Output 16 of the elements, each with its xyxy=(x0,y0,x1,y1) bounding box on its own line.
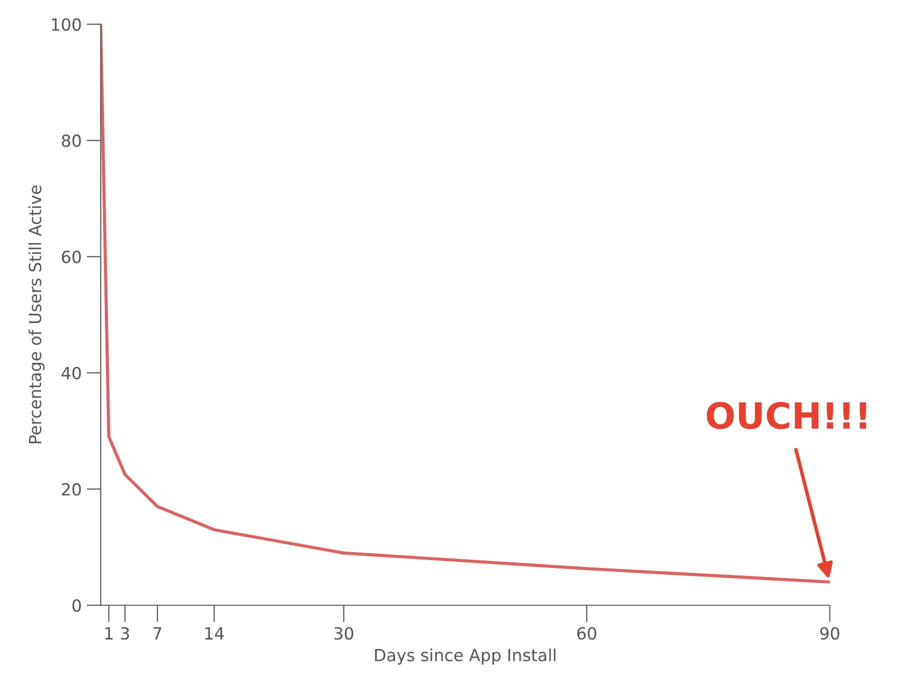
y-tick-label: 40 xyxy=(62,366,81,380)
x-tick-label: 14 xyxy=(205,627,224,640)
y-tick-label: 80 xyxy=(62,134,81,148)
x-tick-label: 3 xyxy=(120,627,129,640)
y-tick-label: 60 xyxy=(62,250,81,264)
x-tick-label: 60 xyxy=(577,627,596,640)
x-axis-title: Days since App Install xyxy=(375,648,556,665)
x-tick-label: 90 xyxy=(820,627,840,640)
annotation: OUCH!!! xyxy=(706,402,866,430)
y-axis-title: Percentage of Users Still Active xyxy=(28,186,45,444)
x-tick-label: 1 xyxy=(105,627,113,640)
y-tick-label: 100 xyxy=(52,18,81,31)
x-tick-label: 7 xyxy=(153,627,162,640)
y-tick-label: 0 xyxy=(72,599,81,612)
x-tick-label: 30 xyxy=(334,627,354,640)
y-tick-label: 20 xyxy=(62,483,81,496)
